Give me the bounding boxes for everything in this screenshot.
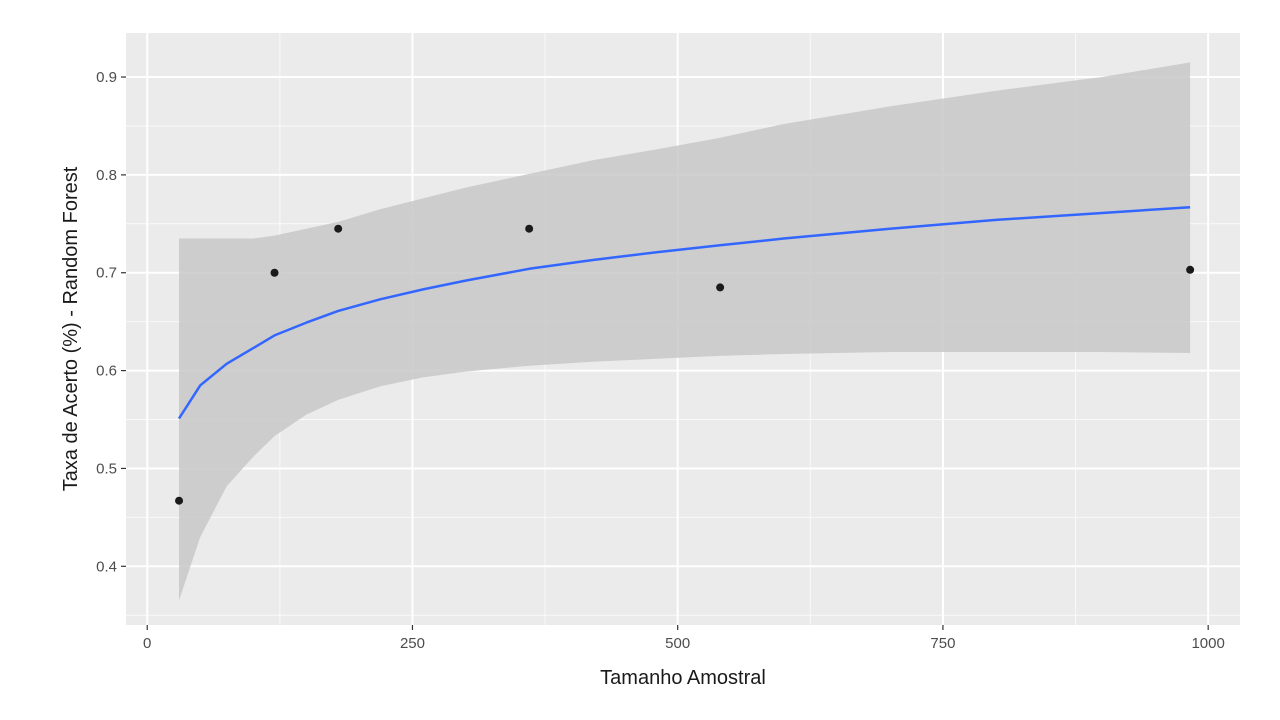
smooth-line (177, 205, 1191, 420)
x-axis: 0 250 500 750 1000 (143, 625, 1225, 652)
y-axis-title: Taxa de Acerto (%) - Random Forest (60, 166, 82, 491)
y-tick-label: 0.9 (96, 69, 117, 86)
confidence-ribbon (179, 62, 1191, 601)
y-tick-label: 0.6 (96, 363, 117, 380)
data-point (716, 283, 725, 292)
data-points (175, 224, 1195, 505)
data-point (1186, 265, 1195, 274)
x-tick-label: 1000 (1191, 635, 1224, 652)
y-axis: 0.4 0.5 0.6 0.7 0.8 0.9 (96, 69, 126, 575)
x-axis-title: Tamanho Amostral (600, 667, 766, 689)
x-tick-label: 500 (665, 635, 690, 652)
y-tick-label: 0.7 (96, 265, 117, 282)
y-tick-label: 0.4 (96, 558, 117, 575)
x-tick-label: 750 (930, 635, 955, 652)
x-tick-label: 0 (143, 635, 151, 652)
y-tick-label: 0.5 (96, 460, 117, 477)
y-tick-label: 0.8 (96, 167, 117, 184)
data-point (334, 224, 343, 233)
x-tick-label: 250 (400, 635, 425, 652)
data-point (270, 268, 279, 277)
data-point (525, 224, 534, 233)
data-point (175, 496, 184, 505)
